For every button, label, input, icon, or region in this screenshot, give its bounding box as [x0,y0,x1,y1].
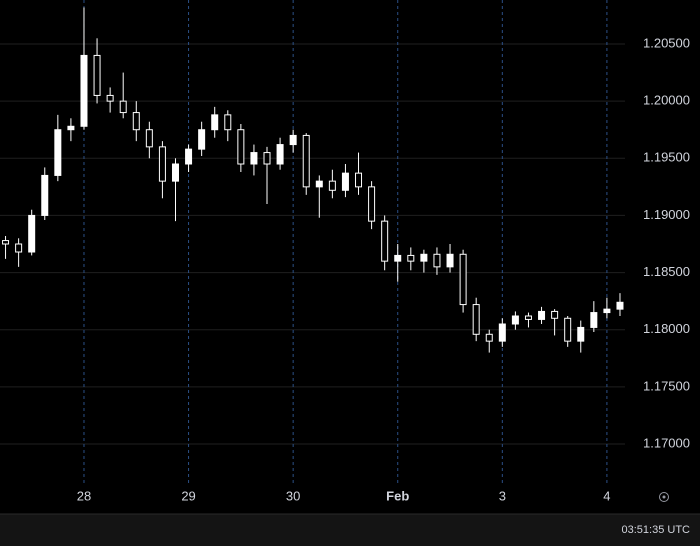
x-tick-label: 29 [181,488,195,503]
candle-body [433,253,441,268]
candle-body [616,301,624,310]
candle-body [498,323,506,342]
candle-body [119,100,127,114]
x-tick-label: 4 [603,488,610,503]
candle-body [198,129,206,150]
candle-body [472,304,480,335]
status-bar [0,514,700,546]
candle-body [54,129,62,176]
y-tick-label: 1.17500 [643,378,690,393]
candle-body [185,148,193,165]
candle-body [93,54,101,96]
candle-body [276,144,284,165]
y-tick-label: 1.19500 [643,150,690,165]
candle-body [564,317,572,342]
candle-body [15,243,23,253]
candle-body [328,180,336,191]
candle-body [67,125,75,131]
candle-body [250,152,258,165]
candle-body [407,254,415,262]
candle-body [577,326,585,342]
candle-body [145,129,153,148]
candle-body [237,129,245,165]
y-tick-label: 1.19000 [643,207,690,222]
candle-body [355,172,363,188]
candle-body [551,310,559,319]
candle-body [211,114,219,131]
candle-body [41,174,49,216]
candle-body [171,163,179,182]
candle-body [603,308,611,314]
candle-body [341,172,349,191]
candle-body [289,134,297,146]
x-tick-label: 3 [499,488,506,503]
y-tick-label: 1.20000 [643,93,690,108]
y-tick-label: 1.18000 [643,321,690,336]
candle-body [459,253,467,306]
candle-body [524,315,532,320]
x-tick-label: 30 [286,488,300,503]
candle-body [132,112,140,131]
candle-body [302,134,310,188]
y-tick-label: 1.20500 [643,35,690,50]
settings-icon-dot [662,495,666,499]
candle-body [446,253,454,268]
candle-body [368,186,376,222]
candle-body [511,315,519,325]
candle-body [224,114,232,131]
candle-body [538,310,546,320]
candle-body [420,253,428,262]
x-tick-label: 28 [77,488,91,503]
clock: 03:51:35 UTC [622,524,691,536]
candle-body [394,254,402,262]
candle-body [106,94,114,102]
y-tick-label: 1.18500 [643,264,690,279]
candle-body [2,240,10,245]
candle-body [80,54,88,127]
x-tick-label: Feb [386,488,409,503]
candle-body [381,220,389,262]
candle-body [485,333,493,342]
candle-body [315,180,323,188]
settings-icon[interactable] [659,492,669,502]
candle-body [28,214,36,253]
candle-body [263,152,271,165]
candle-body [158,146,166,182]
y-tick-label: 1.17000 [643,435,690,450]
candle-body [590,312,598,328]
